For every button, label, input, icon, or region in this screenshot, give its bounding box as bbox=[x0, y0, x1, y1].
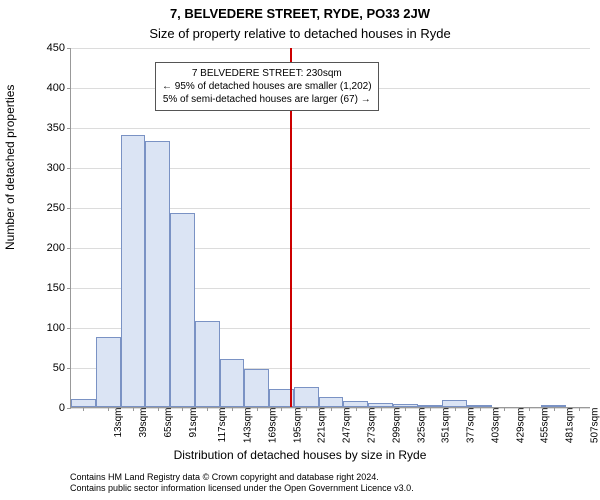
x-tick bbox=[133, 407, 134, 411]
y-tick-label: 200 bbox=[47, 242, 65, 254]
histogram-bar bbox=[220, 359, 245, 407]
y-tick-label: 250 bbox=[47, 202, 65, 214]
histogram-bar bbox=[442, 400, 467, 407]
x-tick bbox=[381, 407, 382, 411]
x-tick-label: 91sqm bbox=[188, 408, 199, 438]
attribution-line: Contains HM Land Registry data © Crown c… bbox=[70, 472, 414, 483]
x-tick-label: 247sqm bbox=[342, 408, 353, 444]
y-tick bbox=[67, 328, 71, 329]
histogram-bar bbox=[294, 387, 319, 407]
attribution-text: Contains HM Land Registry data © Crown c… bbox=[70, 472, 414, 494]
annotation-line: 5% of semi-detached houses are larger (6… bbox=[162, 93, 372, 106]
histogram-bar bbox=[319, 397, 344, 407]
x-tick-label: 429sqm bbox=[515, 408, 526, 444]
x-tick-label: 507sqm bbox=[589, 408, 600, 444]
histogram-bar bbox=[121, 135, 146, 407]
annotation-box: 7 BELVEDERE STREET: 230sqm← 95% of detac… bbox=[155, 62, 379, 111]
histogram-bar bbox=[145, 141, 170, 407]
attribution-line: Contains public sector information licen… bbox=[70, 483, 414, 494]
x-tick-label: 299sqm bbox=[391, 408, 402, 444]
x-tick bbox=[232, 407, 233, 411]
y-tick bbox=[67, 248, 71, 249]
y-tick-label: 150 bbox=[47, 282, 65, 294]
x-tick-label: 377sqm bbox=[466, 408, 477, 444]
x-tick bbox=[83, 407, 84, 411]
x-tick bbox=[504, 407, 505, 411]
x-tick bbox=[158, 407, 159, 411]
x-tick bbox=[405, 407, 406, 411]
histogram-bar bbox=[96, 337, 121, 407]
x-axis-label: Distribution of detached houses by size … bbox=[0, 448, 600, 462]
y-tick-label: 450 bbox=[47, 42, 65, 54]
y-tick-label: 50 bbox=[53, 362, 65, 374]
y-tick bbox=[67, 408, 71, 409]
x-tick bbox=[331, 407, 332, 411]
x-tick-label: 455sqm bbox=[540, 408, 551, 444]
y-tick bbox=[67, 88, 71, 89]
histogram-bar bbox=[71, 399, 96, 407]
x-tick-label: 117sqm bbox=[217, 408, 228, 443]
x-tick bbox=[430, 407, 431, 411]
y-tick bbox=[67, 208, 71, 209]
x-tick bbox=[257, 407, 258, 411]
y-axis-label: Number of detached properties bbox=[3, 85, 17, 250]
histogram-bar bbox=[170, 213, 195, 407]
x-tick-label: 39sqm bbox=[138, 408, 149, 438]
x-tick bbox=[579, 407, 580, 411]
y-tick-label: 300 bbox=[47, 162, 65, 174]
annotation-line: 7 BELVEDERE STREET: 230sqm bbox=[162, 67, 372, 80]
x-tick-label: 13sqm bbox=[113, 408, 124, 438]
x-tick-label: 325sqm bbox=[416, 408, 427, 444]
x-tick bbox=[306, 407, 307, 411]
y-tick bbox=[67, 368, 71, 369]
y-tick-label: 400 bbox=[47, 82, 65, 94]
x-tick bbox=[281, 407, 282, 411]
histogram-bar bbox=[195, 321, 220, 407]
x-tick-label: 351sqm bbox=[441, 408, 452, 444]
grid-line bbox=[71, 128, 590, 129]
x-tick-label: 273sqm bbox=[367, 408, 378, 444]
x-tick-label: 169sqm bbox=[268, 408, 279, 444]
y-tick-label: 100 bbox=[47, 322, 65, 334]
y-tick bbox=[67, 128, 71, 129]
x-tick-label: 65sqm bbox=[163, 408, 174, 438]
y-tick bbox=[67, 48, 71, 49]
x-tick bbox=[182, 407, 183, 411]
x-tick bbox=[480, 407, 481, 411]
page-title: 7, BELVEDERE STREET, RYDE, PO33 2JW bbox=[0, 6, 600, 21]
annotation-line: ← 95% of detached houses are smaller (1,… bbox=[162, 80, 372, 93]
x-tick bbox=[207, 407, 208, 411]
x-tick-label: 221sqm bbox=[317, 408, 328, 444]
x-tick bbox=[108, 407, 109, 411]
x-tick bbox=[455, 407, 456, 411]
y-tick-label: 350 bbox=[47, 122, 65, 134]
histogram-bar bbox=[244, 369, 269, 407]
x-tick bbox=[554, 407, 555, 411]
grid-line bbox=[71, 48, 590, 49]
y-tick-label: 0 bbox=[59, 402, 65, 414]
x-tick-label: 403sqm bbox=[490, 408, 501, 444]
x-tick bbox=[356, 407, 357, 411]
x-tick bbox=[529, 407, 530, 411]
x-tick-label: 143sqm bbox=[243, 408, 254, 444]
y-tick bbox=[67, 168, 71, 169]
x-tick-label: 195sqm bbox=[292, 408, 303, 444]
y-tick bbox=[67, 288, 71, 289]
page-subtitle: Size of property relative to detached ho… bbox=[0, 26, 600, 41]
chart-plot-area: 05010015020025030035040045013sqm39sqm65s… bbox=[70, 48, 590, 408]
x-tick-label: 481sqm bbox=[565, 408, 576, 444]
